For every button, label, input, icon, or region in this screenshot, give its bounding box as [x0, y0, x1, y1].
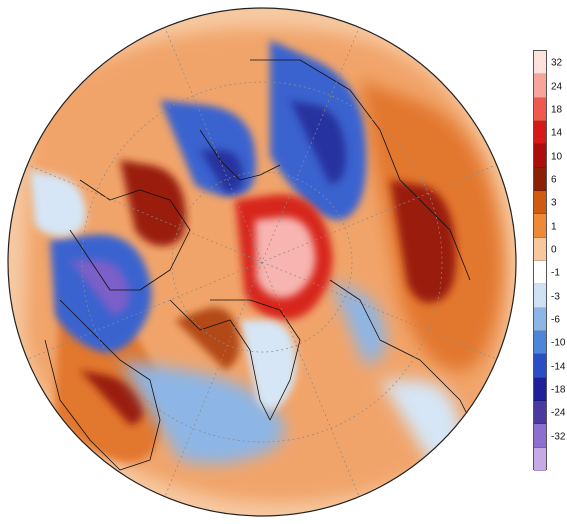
- colorbar-segment: [534, 424, 546, 448]
- colorbar-segment: [534, 144, 546, 168]
- colorbar-segment: [534, 400, 546, 425]
- colorbar-segment: [534, 120, 546, 145]
- colorbar-tick-label: -32: [551, 431, 566, 443]
- hot-region-siberia: [390, 180, 456, 303]
- colorbar-segment: [534, 330, 546, 355]
- cool-region-atlantic: [120, 360, 285, 464]
- colorbar: [533, 50, 547, 471]
- colorbar-segment: [534, 307, 546, 331]
- colorbar-tick-label: -14: [551, 361, 566, 373]
- very-cold-region-arctic: [200, 150, 243, 193]
- colorbar-segment: [534, 377, 546, 401]
- map-field: [8, 8, 516, 516]
- cool-region-europe: [330, 280, 386, 365]
- colorbar-tick-label: 32: [551, 57, 563, 69]
- hot-region-southwest: [80, 370, 144, 425]
- coastline: [329, 279, 481, 441]
- colorbar-tick-label: 10: [551, 151, 563, 163]
- colorbar-segment: [534, 284, 546, 308]
- colorbar-segment: [534, 190, 546, 215]
- colorbar-segment: [534, 214, 546, 238]
- arctic-anomaly-map: [7, 7, 517, 517]
- purple-region-canada: [70, 260, 130, 315]
- cool-region-pacific: [30, 170, 86, 237]
- coastline: [44, 299, 161, 471]
- colorbar-segment: [534, 51, 546, 75]
- coastline: [169, 299, 301, 421]
- colorbar-segment: [534, 237, 546, 261]
- coastline: [199, 129, 281, 181]
- colorbar-segment: [534, 447, 546, 471]
- colorbar-tick-label: 24: [551, 81, 563, 93]
- colorbar-segment: [534, 354, 546, 378]
- colorbar-segment: [534, 260, 546, 285]
- map-border: [7, 7, 517, 517]
- coastline: [69, 179, 191, 291]
- colorbar-tick-label: -6: [551, 314, 560, 326]
- colorbar-tick-label: -3: [551, 291, 560, 303]
- latitude-line: [171, 171, 353, 353]
- latitude-line: [81, 81, 443, 443]
- colorbar-segment: [534, 97, 546, 121]
- map-svg: [7, 7, 517, 517]
- cool-region-greenland: [240, 320, 297, 410]
- colorbar-tick-label: -1: [551, 267, 560, 279]
- colorbar-tick-label: 18: [551, 104, 563, 116]
- colorbar-segment: [534, 167, 546, 191]
- colorbar-segment: [534, 74, 546, 98]
- colorbar-tick-label: 14: [551, 127, 563, 139]
- hot-region-alaska: [120, 160, 186, 246]
- colorbar-tick-label: 0: [551, 244, 557, 256]
- colorbar-tick-label: -18: [551, 384, 566, 396]
- colorbar-tick-label: 1: [551, 221, 557, 233]
- colorbar-tick-label: -24: [551, 407, 566, 419]
- colorbar-tick-label: 6: [551, 174, 557, 186]
- colorbar-labels: 32 24 18 14 10 6 3 1 0 -1 -3 -6 -10 -14 -18 -24 -32: [551, 50, 567, 470]
- very-cold-region-russia: [290, 100, 346, 185]
- coastline: [250, 59, 471, 281]
- colorbar-tick-label: 3: [551, 197, 557, 209]
- longitude-line: [21, 162, 503, 362]
- colorbar-tick-label: -10: [551, 337, 566, 349]
